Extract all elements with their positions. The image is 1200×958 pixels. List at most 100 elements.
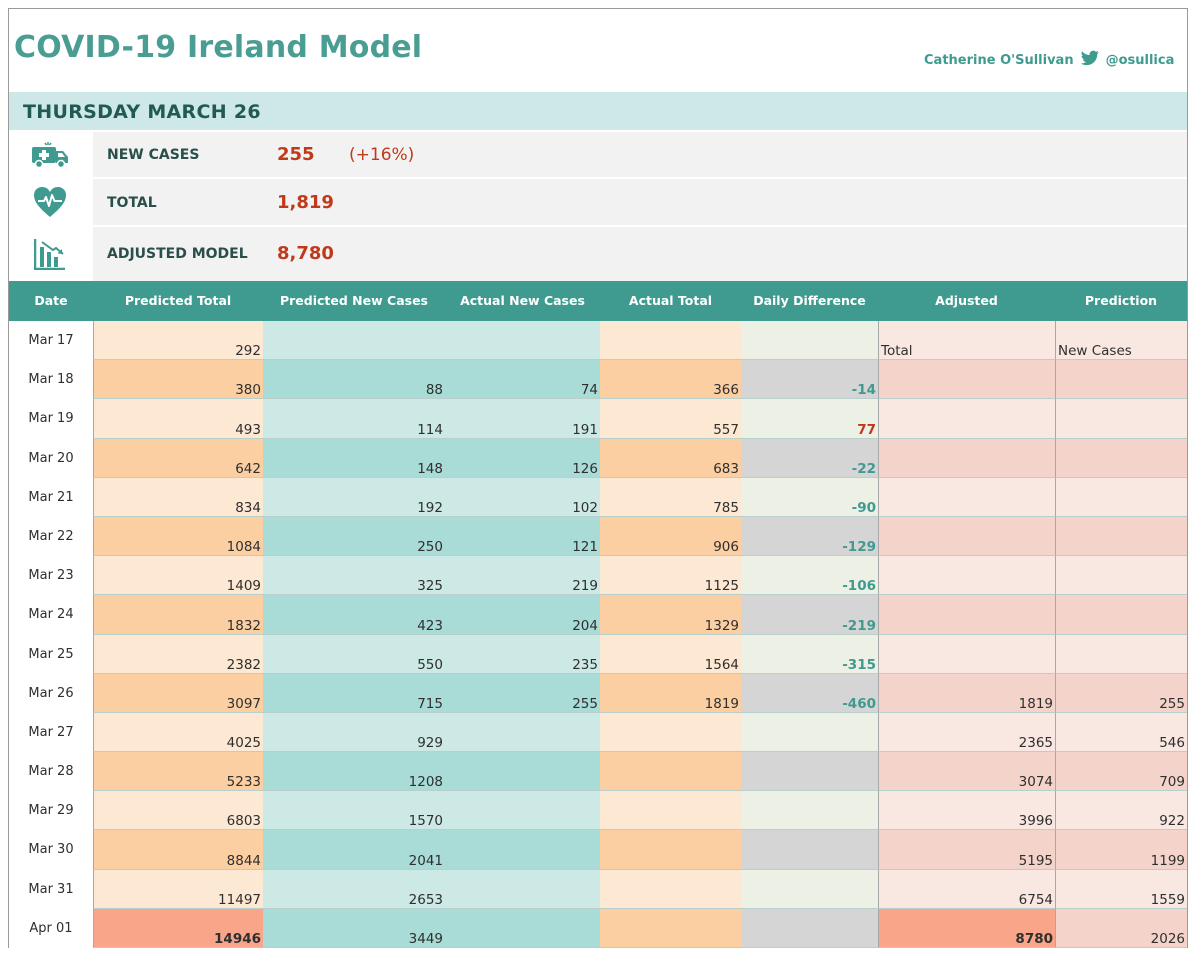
cell-value: Mar 19 [28,411,74,427]
cell-value: 235 [572,656,598,673]
cell-prediction-new-cases: 255 [1055,673,1187,713]
table-row: Mar 23 1409 325 219 1125 -106 [9,556,1187,596]
cell-value: 6754 [1018,891,1053,908]
header-prediction: Prediction [1084,293,1158,308]
cell-date: Mar 28 [9,752,93,792]
cell-date: Mar 21 [9,477,93,517]
cell-predicted-new-cases: 715 [263,673,445,713]
cell-predicted-new-cases: 423 [263,595,445,635]
cell-value: Mar 22 [28,528,74,544]
cell-value: 929 [417,735,443,752]
cell-actual-total: 1329 [600,595,741,635]
cell-value: Mar 17 [28,333,74,348]
cell-value: 709 [1159,774,1185,791]
kpi-panel: NEW CASES 255 (+16%) [93,132,1187,177]
cell-actual-new-cases [445,908,600,948]
cell-value: Mar 25 [28,646,74,662]
table-row: Mar 20 642 148 126 683 -22 [9,438,1187,478]
table-row: Mar 29 6803 1570 3996 922 [9,791,1187,831]
table-row: Mar 21 834 192 102 785 -90 [9,477,1187,517]
cell-predicted-new-cases: 3449 [263,908,445,948]
cell-value: Mar 23 [28,568,74,584]
cell-value: 557 [713,421,739,438]
cell-predicted-new-cases: 325 [263,556,445,596]
cell-value: Mar 20 [28,450,74,466]
cell-prediction-new-cases: 546 [1055,712,1187,753]
cell-value: -90 [851,499,876,516]
cell-date: Mar 26 [9,673,93,713]
cell-prediction-new-cases [1055,634,1187,674]
cell-actual-total [600,791,741,831]
cell-value: 380 [235,382,261,399]
cell-value: 255 [1159,695,1185,712]
cell-value: 5195 [1018,852,1053,869]
cell-value: 1564 [704,656,739,673]
cell-daily-difference [741,712,878,753]
kpi-adjusted-model: ADJUSTED MODEL 8,780 [9,227,1187,281]
cell-date: Mar 25 [9,634,93,674]
cell-date: Apr 01 [9,908,93,948]
cell-predicted-new-cases: 88 [263,360,445,400]
kpi-panel: ADJUSTED MODEL 8,780 [93,227,1187,281]
cell-adjusted-total [878,477,1055,517]
cell-value: Mar 29 [28,803,74,819]
header-predicted-total: Predicted Total [124,293,232,308]
cell-value: Mar 21 [28,489,74,505]
twitter-bird-icon [1080,50,1099,70]
cell-predicted-new-cases: 1570 [263,791,445,831]
cell-predicted-total: 1084 [93,516,263,557]
cell-value: 74 [580,382,598,399]
cell-value: 1329 [704,617,739,634]
cell-value: 423 [417,617,443,634]
cell-adjusted-total [878,634,1055,674]
cell-value: 642 [235,460,261,477]
kpi-panel: TOTAL 1,819 [93,179,1187,225]
cell-value: 1084 [226,539,261,556]
cell-prediction-new-cases [1055,438,1187,478]
cell-daily-difference: -14 [741,360,878,400]
cell-value: 88 [425,382,443,399]
cell-value: 8844 [226,852,261,869]
cell-prediction-new-cases [1055,556,1187,596]
cell-value: Mar 24 [28,607,74,623]
cell-predicted-total: 380 [93,360,263,400]
cell-value: -14 [851,382,876,399]
table-row: Mar 25 2382 550 235 1564 -315 [9,634,1187,674]
cell-actual-new-cases: 102 [445,477,600,517]
cell-actual-new-cases [445,712,600,753]
cell-actual-total: 683 [600,438,741,478]
cell-value: 2041 [408,852,443,869]
cell-daily-difference [741,791,878,831]
table-row: Mar 18 380 88 74 366 -14 [9,360,1187,400]
cell-predicted-new-cases [263,321,445,361]
cell-adjusted-total: 8780 [878,908,1055,948]
cell-actual-total [600,908,741,948]
cell-predicted-new-cases: 2653 [263,869,445,909]
cell-predicted-total: 2382 [93,634,263,674]
header-daily-difference: Daily Difference [753,293,866,308]
table-row: Mar 30 8844 2041 5195 1199 [9,830,1187,870]
cell-value: 11497 [218,891,261,908]
cell-predicted-new-cases: 114 [263,399,445,439]
cell-predicted-total: 834 [93,477,263,517]
date-banner-text: THURSDAY MARCH 26 [23,101,261,123]
cell-actual-total: 906 [600,516,741,557]
cell-value: 102 [572,499,598,516]
cell-date: Mar 23 [9,556,93,596]
cell-date: Mar 31 [9,869,93,909]
cell-predicted-total: 4025 [93,712,263,753]
cell-value: 192 [417,499,443,516]
cell-adjusted-total: 5195 [878,830,1055,870]
cell-adjusted-total [878,399,1055,439]
cell-value: -106 [842,578,876,595]
cell-date: Mar 20 [9,438,93,478]
cell-value: 77 [857,421,876,438]
cell-predicted-total: 11497 [93,869,263,909]
cell-value: Apr 01 [29,920,73,936]
table-row: Mar 31 11497 2653 6754 1559 [9,869,1187,909]
cell-daily-difference: 77 [741,399,878,439]
cell-actual-total [600,712,741,753]
cell-value: 3996 [1018,813,1053,830]
cell-prediction-new-cases: 1199 [1055,830,1187,870]
cell-predicted-new-cases: 148 [263,438,445,478]
